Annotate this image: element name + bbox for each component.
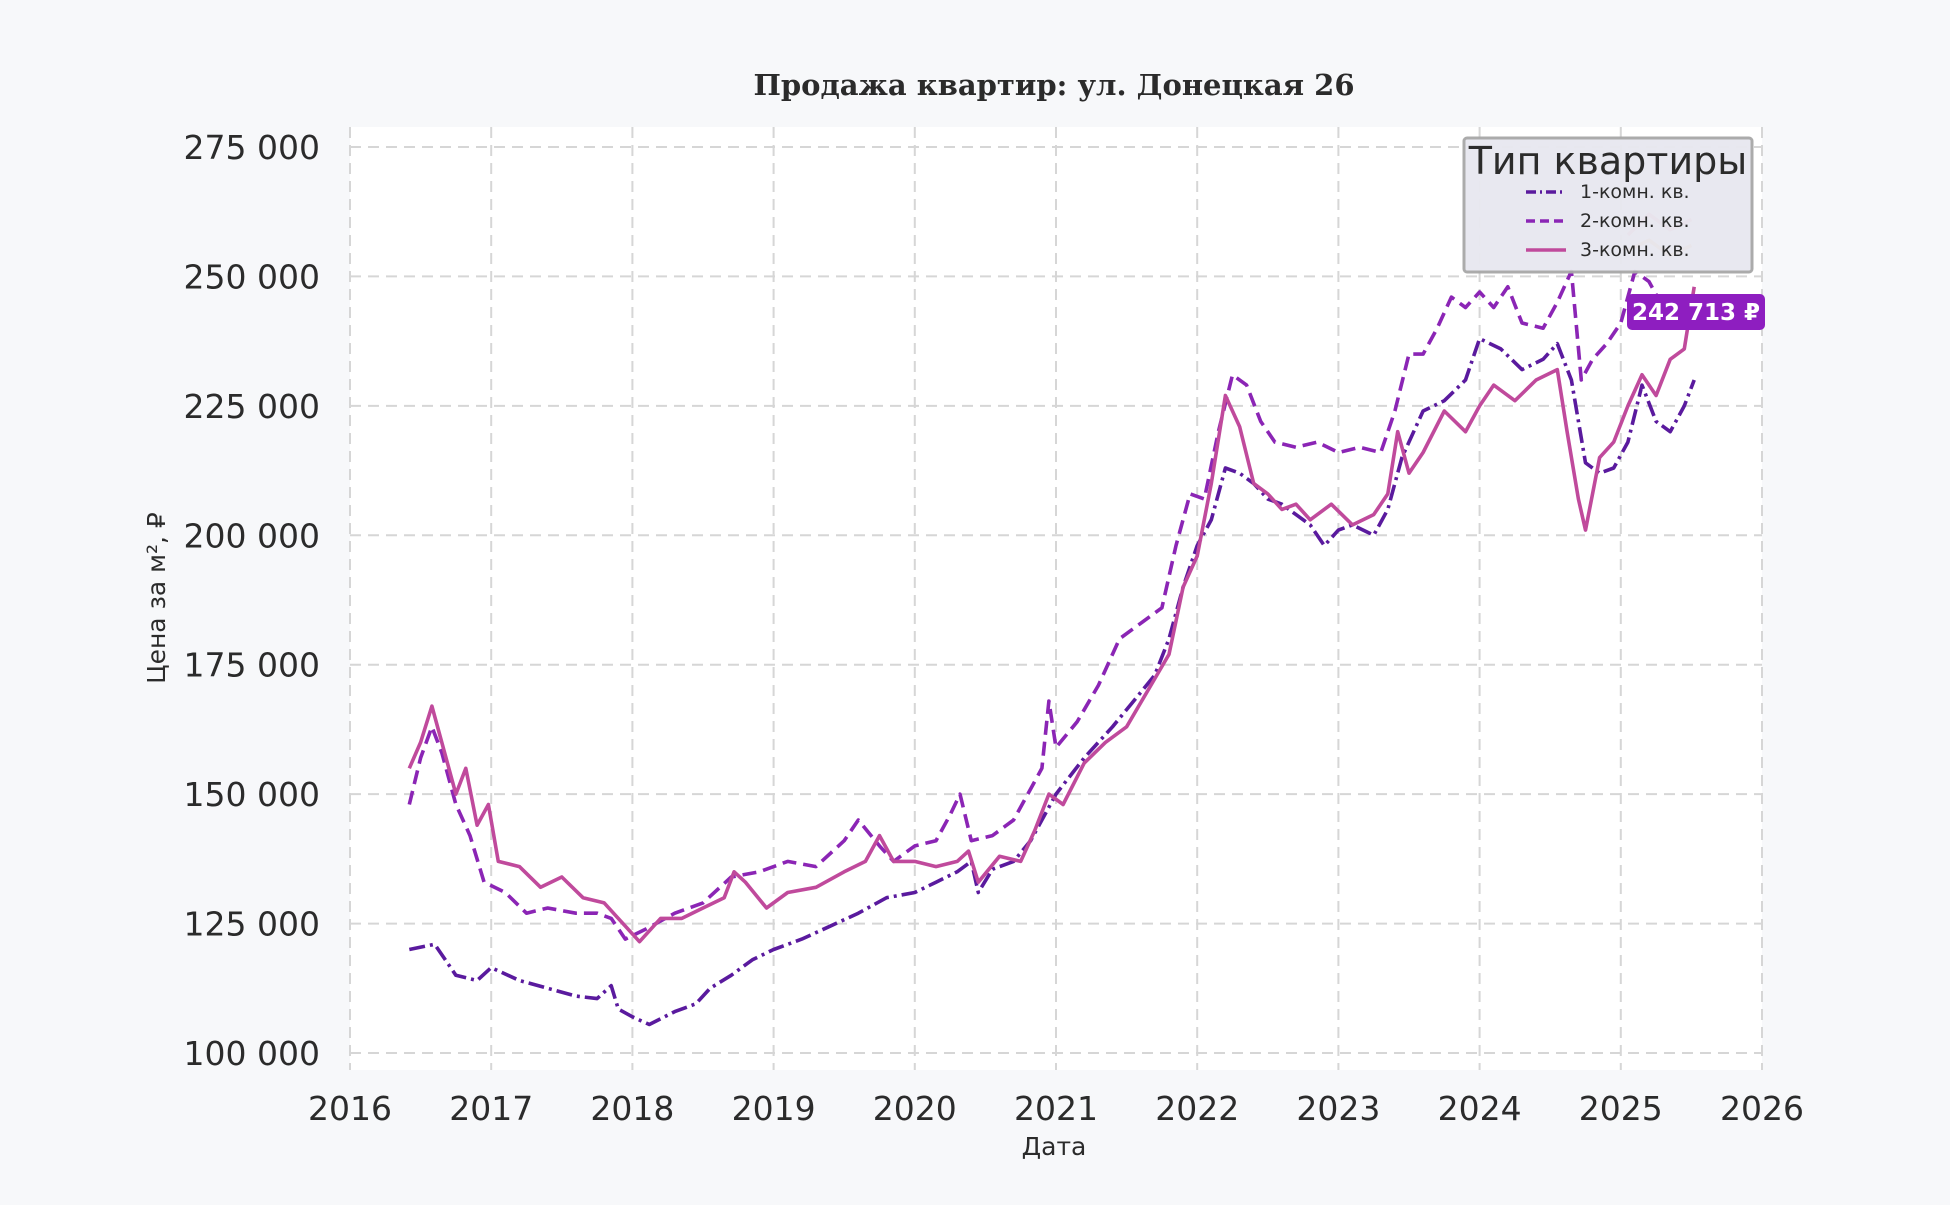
y-tick-label: 250 000	[184, 257, 320, 296]
y-tick-label: 225 000	[184, 387, 320, 426]
x-tick-label: 2020	[873, 1089, 957, 1128]
legend-title: Тип квартиры	[1468, 139, 1748, 183]
series-line-3	[407, 286, 1696, 944]
price-annotation: 242 713 ₽	[1627, 294, 1765, 330]
price-badge	[1627, 294, 1765, 330]
x-tick-label: 2016	[308, 1089, 392, 1128]
y-axis-label: Цена за м², ₽	[142, 512, 171, 684]
x-tick-label: 2024	[1438, 1089, 1522, 1128]
x-tick-label: 2017	[449, 1089, 533, 1128]
x-tick-label: 2025	[1579, 1089, 1663, 1128]
legend-label: 3-комн. кв.	[1580, 239, 1690, 261]
y-tick-label: 200 000	[184, 516, 320, 555]
x-tick-label: 2026	[1720, 1089, 1804, 1128]
legend-label: 1-комн. кв.	[1580, 181, 1690, 203]
x-tick-label: 2018	[590, 1089, 674, 1128]
y-tick-label: 100 000	[184, 1034, 320, 1073]
chart-title: Продажа квартир: ул. Донецкая 26	[753, 68, 1354, 102]
legend-items: 1-комн. кв. 2-комн. кв. 3-комн. кв.	[1526, 181, 1690, 261]
series-line-2	[407, 269, 1693, 941]
x-axis-label: Дата	[1022, 1132, 1087, 1161]
x-tick-label: 2019	[732, 1089, 816, 1128]
y-tick-label: 275 000	[184, 128, 320, 167]
legend-label: 2-комн. кв.	[1580, 210, 1690, 232]
axis-ticks: 2016 2017 2018 2019 2020 2021 2022 2023 2024 2025…	[184, 128, 1804, 1128]
series-line-1	[408, 336, 1696, 1027]
legend-box	[1462, 136, 1754, 274]
grid	[349, 127, 1763, 1070]
y-tick-label: 125 000	[184, 905, 320, 944]
x-tick-label: 2022	[1155, 1089, 1239, 1128]
y-tick-label: 175 000	[184, 646, 320, 685]
x-tick-label: 2021	[1014, 1089, 1098, 1128]
price-badge-label: 242 713 ₽	[1632, 300, 1760, 326]
y-tick-label: 150 000	[184, 775, 320, 814]
x-tick-label: 2023	[1296, 1089, 1380, 1128]
legend: Тип квартиры 1-комн. кв. 2-комн. кв. 3-ком…	[1462, 136, 1754, 274]
